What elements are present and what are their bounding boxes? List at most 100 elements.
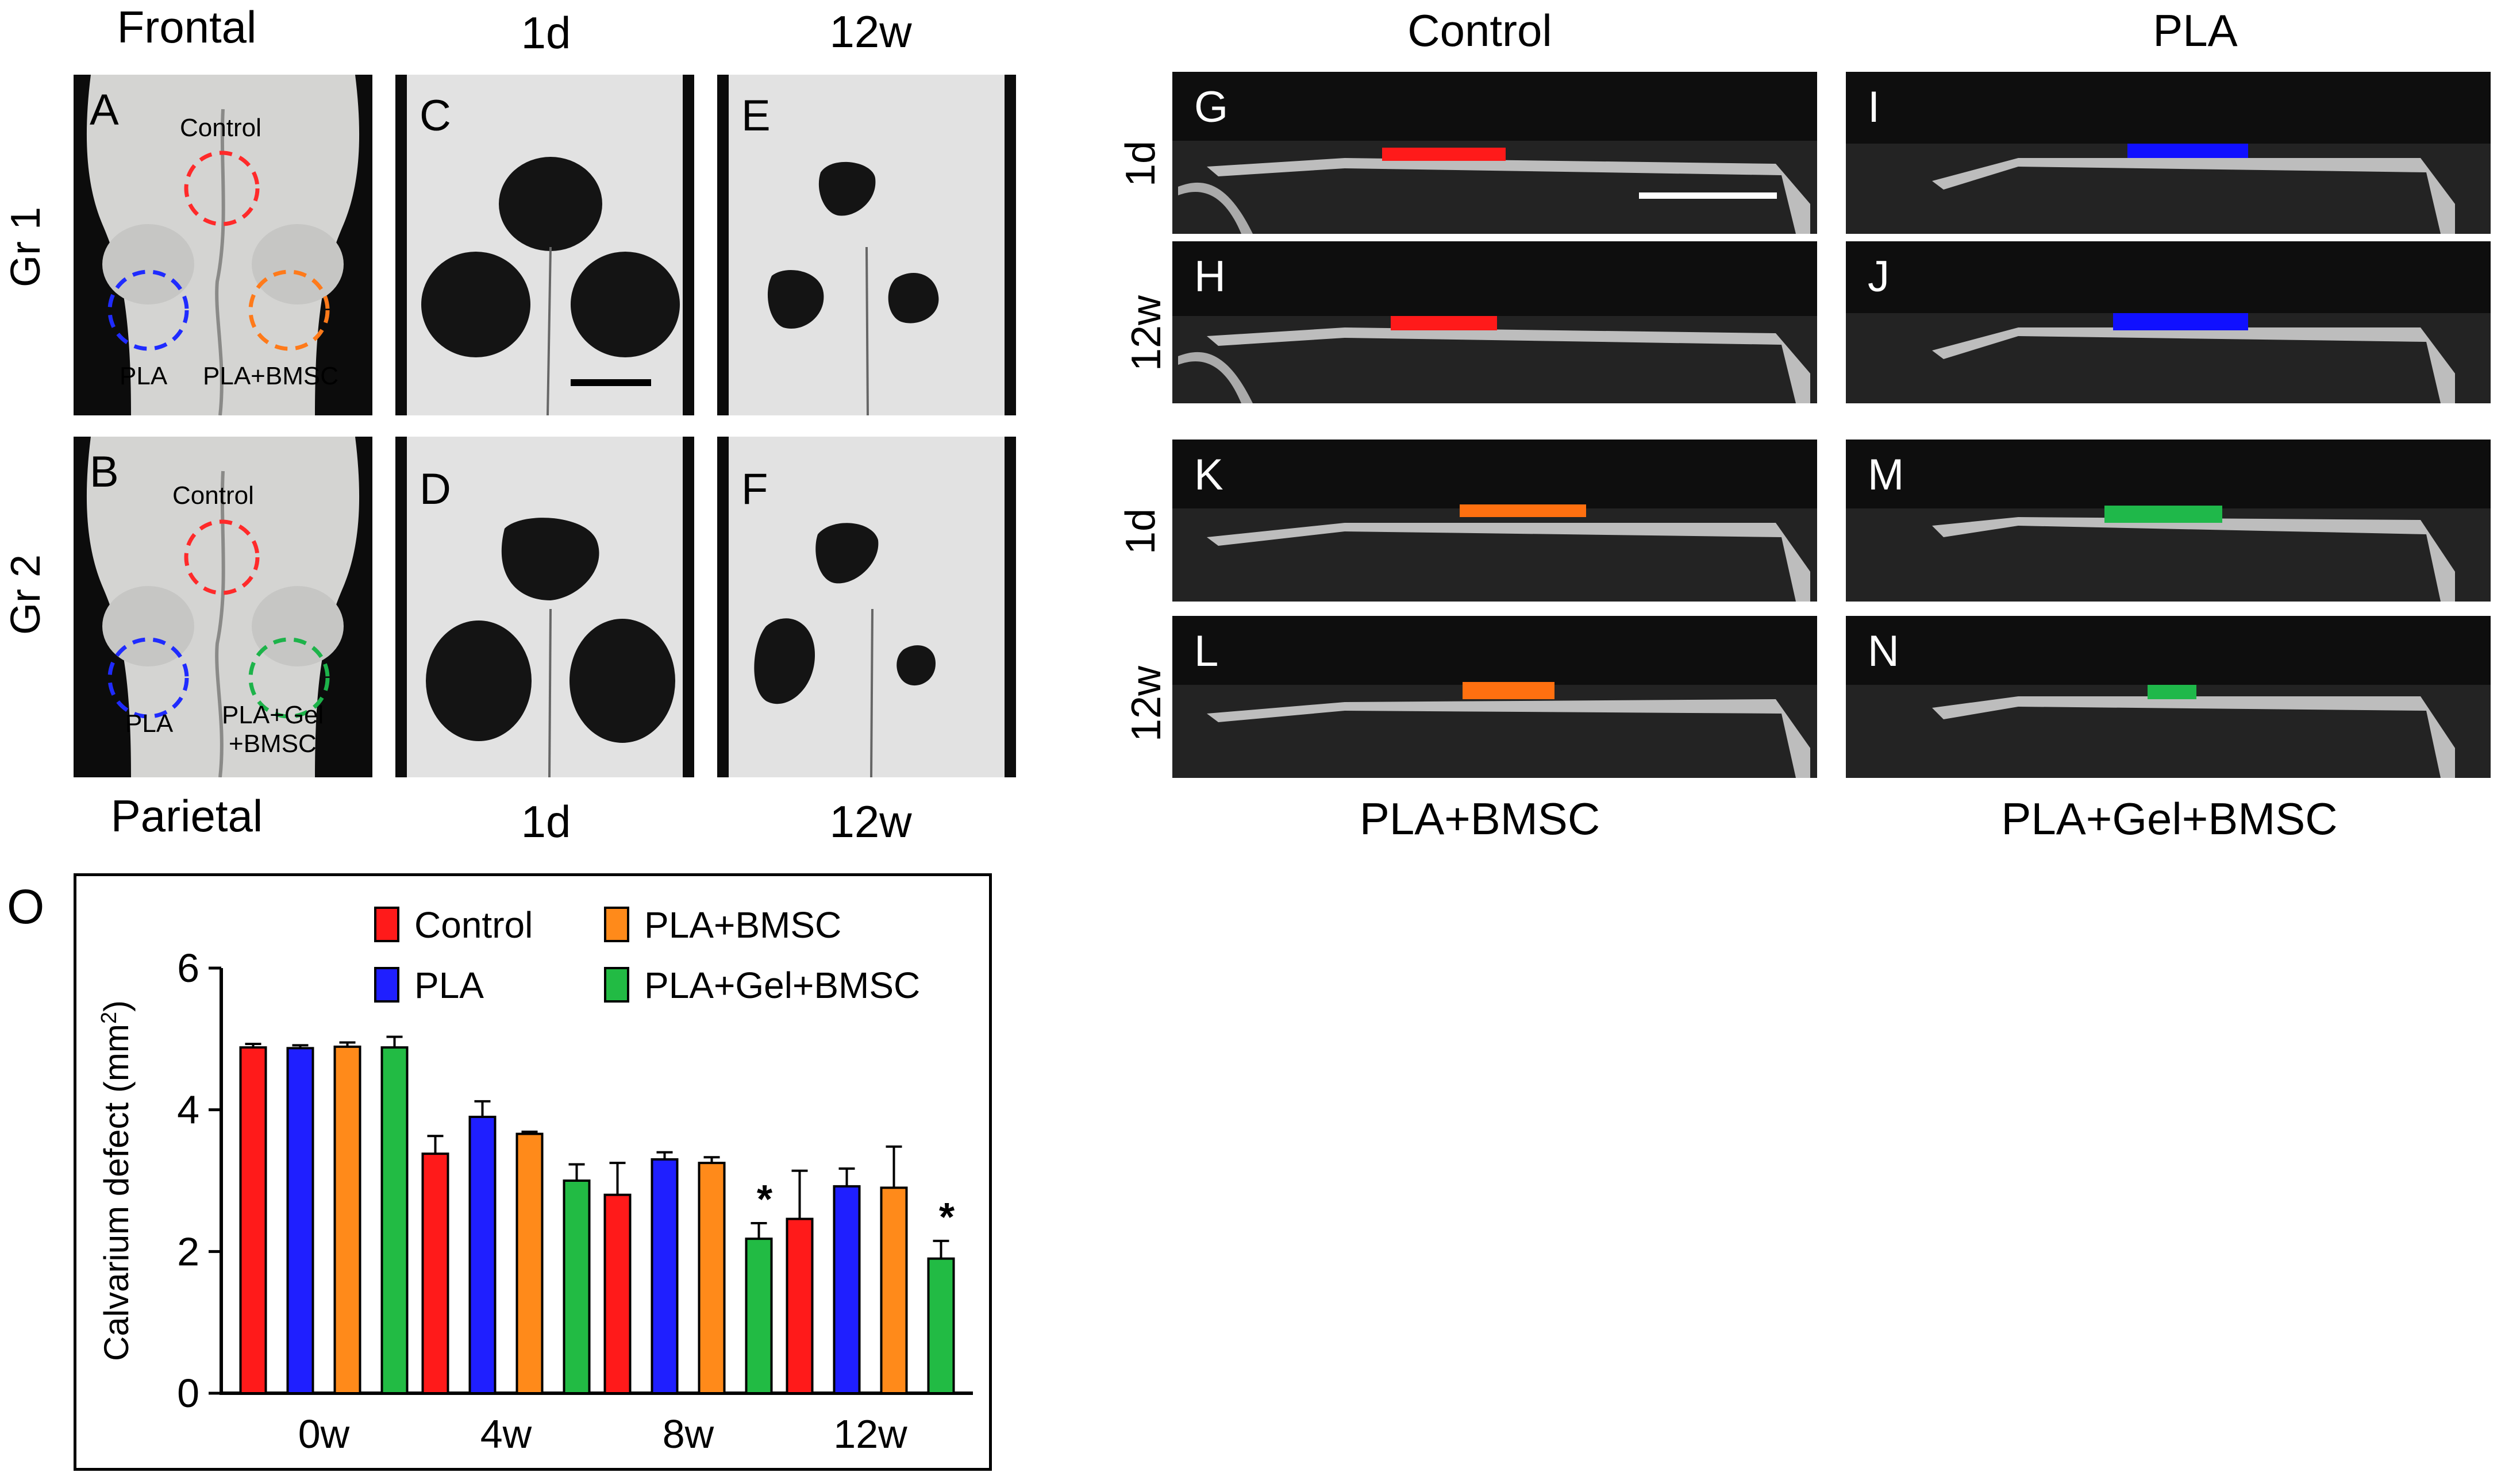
- y-tick-label: 4: [177, 1088, 199, 1132]
- header-1d-top: 1d: [521, 7, 571, 58]
- panel-a-skull-model: A Control PLA PLA+BMSC: [74, 75, 372, 415]
- legend-label: PLA: [414, 965, 484, 1006]
- panel-letter-o: O: [7, 880, 45, 934]
- defect-fill-pla-gel-bmsc: [2148, 685, 2196, 699]
- calvarium-defect-bar-chart: 0 2 4 6 Calvarium defect (mm2) 0w 4w * 8w * 12w Con…: [97, 904, 973, 1456]
- significance-marker: *: [757, 1177, 773, 1221]
- bar: [786, 1217, 814, 1394]
- defect-fill-pla-bmsc: [1463, 682, 1554, 699]
- panel-b-label-pla-gel: PLA+Gel: [222, 701, 324, 729]
- bar: [698, 1162, 726, 1394]
- panel-b-label-control: Control: [172, 481, 254, 510]
- panel-letter-j: J: [1868, 252, 1890, 301]
- bar: [239, 1046, 267, 1394]
- row-label-gr2: Gr 2: [3, 554, 49, 635]
- x-tick-label: 8w: [663, 1412, 714, 1456]
- panel-a-label-control: Control: [180, 114, 261, 142]
- bar: [603, 1193, 632, 1395]
- x-tick-label: 12w: [833, 1412, 907, 1456]
- panel-k-ct-section: K: [1172, 440, 1817, 602]
- footer-parietal: Parietal: [110, 791, 263, 841]
- ct-scan-drawing: [729, 75, 1005, 415]
- footer-pla-bmsc: PLA+BMSC: [1359, 793, 1600, 844]
- x-tick-label: 0w: [298, 1412, 350, 1456]
- skull-model-drawing: [86, 75, 360, 415]
- ct-scan-drawing: [407, 437, 683, 777]
- panel-e-ct-scan: E: [717, 75, 1016, 415]
- significance-marker: *: [939, 1194, 955, 1239]
- panel-letter-l: L: [1194, 627, 1219, 676]
- panel-n-ct-section: N: [1846, 616, 2491, 778]
- bar: [651, 1158, 679, 1394]
- row-label-12w-upper: 12w: [1123, 295, 1169, 372]
- panel-b-label-bmsc: +BMSC: [229, 730, 317, 758]
- panel-b-label-pla: PLA: [125, 710, 174, 738]
- defect-fill-control: [1391, 316, 1497, 330]
- bar: [515, 1132, 544, 1394]
- y-axis-label: Calvarium defect (mm2): [97, 1000, 136, 1361]
- footer-pla-gel-bmsc: PLA+Gel+BMSC: [2001, 793, 2338, 844]
- panel-d-ct-scan: D: [395, 437, 694, 777]
- panel-c-ct-scan: C: [395, 75, 694, 415]
- legend-label: Control: [414, 904, 533, 946]
- bar: [286, 1047, 314, 1395]
- panel-letter-a: A: [90, 86, 119, 134]
- pla-circle: [107, 269, 189, 351]
- panel-letter-h: H: [1194, 252, 1226, 301]
- footer-1d: 1d: [521, 796, 571, 847]
- pla-bmsc-circle: [248, 269, 330, 351]
- row-label-1d-upper: 1d: [1118, 140, 1164, 187]
- panel-letter-e: E: [741, 91, 771, 140]
- bar: [468, 1116, 497, 1394]
- panel-f-ct-scan: F: [717, 437, 1016, 777]
- header-12w-top: 12w: [829, 6, 912, 57]
- scale-bar: [571, 379, 651, 386]
- footer-12w: 12w: [829, 796, 912, 847]
- legend-swatch: [374, 907, 399, 942]
- legend-label: PLA+BMSC: [644, 904, 841, 946]
- panel-b-skull-model: B Control PLA PLA+Gel +BMSC: [74, 437, 372, 777]
- scale-bar: [1639, 192, 1777, 199]
- row-label-1d-lower: 1d: [1118, 508, 1164, 555]
- ct-scan-drawing: [729, 437, 1005, 777]
- bar: [421, 1152, 449, 1394]
- bar: [927, 1257, 955, 1395]
- control-circle: [184, 519, 260, 595]
- defect-fill-pla: [2113, 313, 2248, 330]
- pla-gel-bmsc-circle: [248, 637, 330, 719]
- bar: [880, 1186, 908, 1394]
- panel-l-ct-section: L: [1172, 616, 1817, 778]
- panel-letter-c: C: [420, 91, 451, 140]
- panel-letter-b: B: [90, 448, 119, 496]
- x-tick-label: 4w: [480, 1412, 532, 1456]
- panel-letter-g: G: [1194, 83, 1229, 132]
- row-label-gr1: Gr 1: [3, 206, 49, 287]
- legend-swatch: [604, 967, 629, 1003]
- bar: [563, 1180, 591, 1394]
- bar: [745, 1238, 773, 1395]
- y-tick-label: 2: [177, 1229, 199, 1274]
- panel-letter-k: K: [1194, 450, 1223, 499]
- header-frontal: Frontal: [117, 2, 257, 52]
- chart-frame: 0 2 4 6 Calvarium defect (mm2) 0w 4w * 8w * 12w Con…: [74, 873, 992, 1471]
- y-tick-label: 0: [177, 1371, 199, 1416]
- legend-swatch: [374, 967, 399, 1003]
- panel-h-ct-section: H: [1172, 241, 1817, 403]
- panel-g-ct-section: G: [1172, 72, 1817, 234]
- panel-letter-d: D: [420, 465, 451, 514]
- bar: [833, 1185, 861, 1394]
- panel-letter-n: N: [1868, 627, 1899, 676]
- legend-label: PLA+Gel+BMSC: [644, 965, 920, 1006]
- header-pla: PLA: [2153, 5, 2238, 56]
- panel-a-label-pla: PLA: [120, 362, 168, 390]
- defect-fill-pla-bmsc: [1460, 504, 1586, 517]
- ct-scan-drawing: [407, 75, 683, 415]
- defect-fill-control: [1382, 148, 1506, 161]
- panel-a-label-pla-bmsc: PLA+BMSC: [203, 362, 338, 390]
- legend-swatch: [604, 907, 629, 942]
- panel-i-ct-section: I: [1846, 72, 2491, 234]
- panel-m-ct-section: M: [1846, 440, 2491, 602]
- y-tick-label: 6: [177, 946, 199, 990]
- bar: [380, 1046, 409, 1394]
- header-control: Control: [1407, 5, 1552, 56]
